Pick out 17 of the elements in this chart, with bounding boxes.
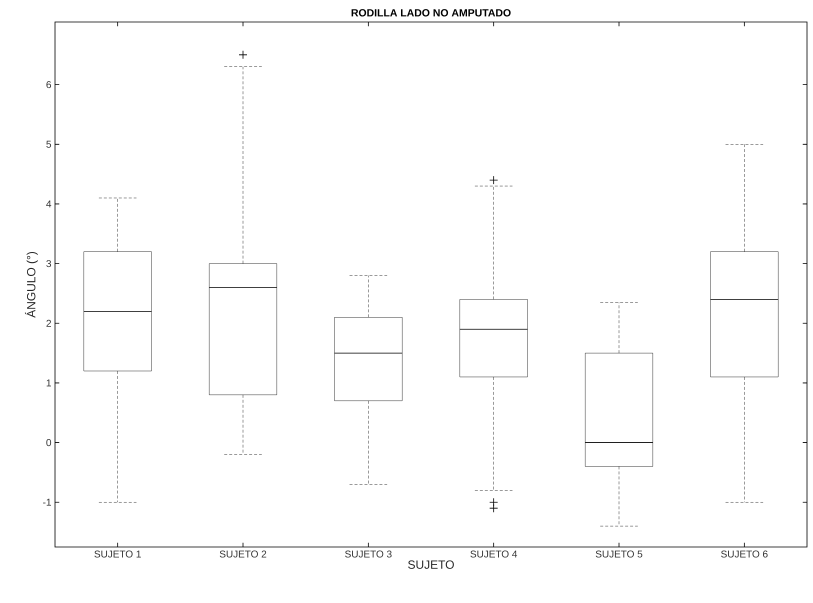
y-tick-label: 1 xyxy=(46,379,52,386)
y-axis-title: ÁNGULO (°) xyxy=(24,252,38,318)
y-tick-label: 4 xyxy=(46,200,52,208)
x-tick-label: SUJETO 6 xyxy=(721,550,768,558)
y-tick-label: -1 xyxy=(43,498,52,506)
y-tick-label: 5 xyxy=(46,140,52,148)
x-tick-label: SUJETO 4 xyxy=(470,550,518,558)
chart-title: RODILLA LADO NO AMPUTADO xyxy=(352,9,511,17)
y-tick-label: 3 xyxy=(46,260,52,268)
y-tick-label: 0 xyxy=(46,439,52,446)
x-tick-label: SUJETO 3 xyxy=(345,550,392,558)
x-tick-label: SUJETO 5 xyxy=(596,550,642,558)
x-axis-title: SUJETO xyxy=(408,560,454,569)
y-tick-label: 2 xyxy=(46,320,51,327)
x-tick-label: SUJETO 2 xyxy=(220,550,266,558)
y-tick-label: 6 xyxy=(46,81,52,88)
x-tick-label: SUJETO 1 xyxy=(94,550,141,558)
